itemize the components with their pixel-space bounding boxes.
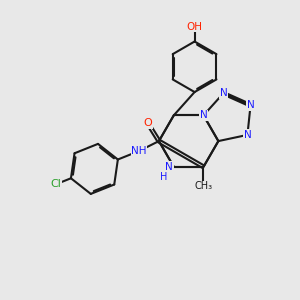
Text: N: N [200, 110, 207, 120]
Text: N: N [165, 162, 173, 172]
Text: H: H [160, 172, 167, 182]
Text: NH: NH [131, 146, 147, 156]
Text: CH₃: CH₃ [194, 181, 213, 191]
Text: N: N [247, 100, 254, 110]
Text: O: O [143, 118, 152, 128]
Text: N: N [244, 130, 251, 140]
Text: Cl: Cl [50, 179, 61, 189]
Text: OH: OH [187, 22, 202, 32]
Text: N: N [220, 88, 227, 98]
